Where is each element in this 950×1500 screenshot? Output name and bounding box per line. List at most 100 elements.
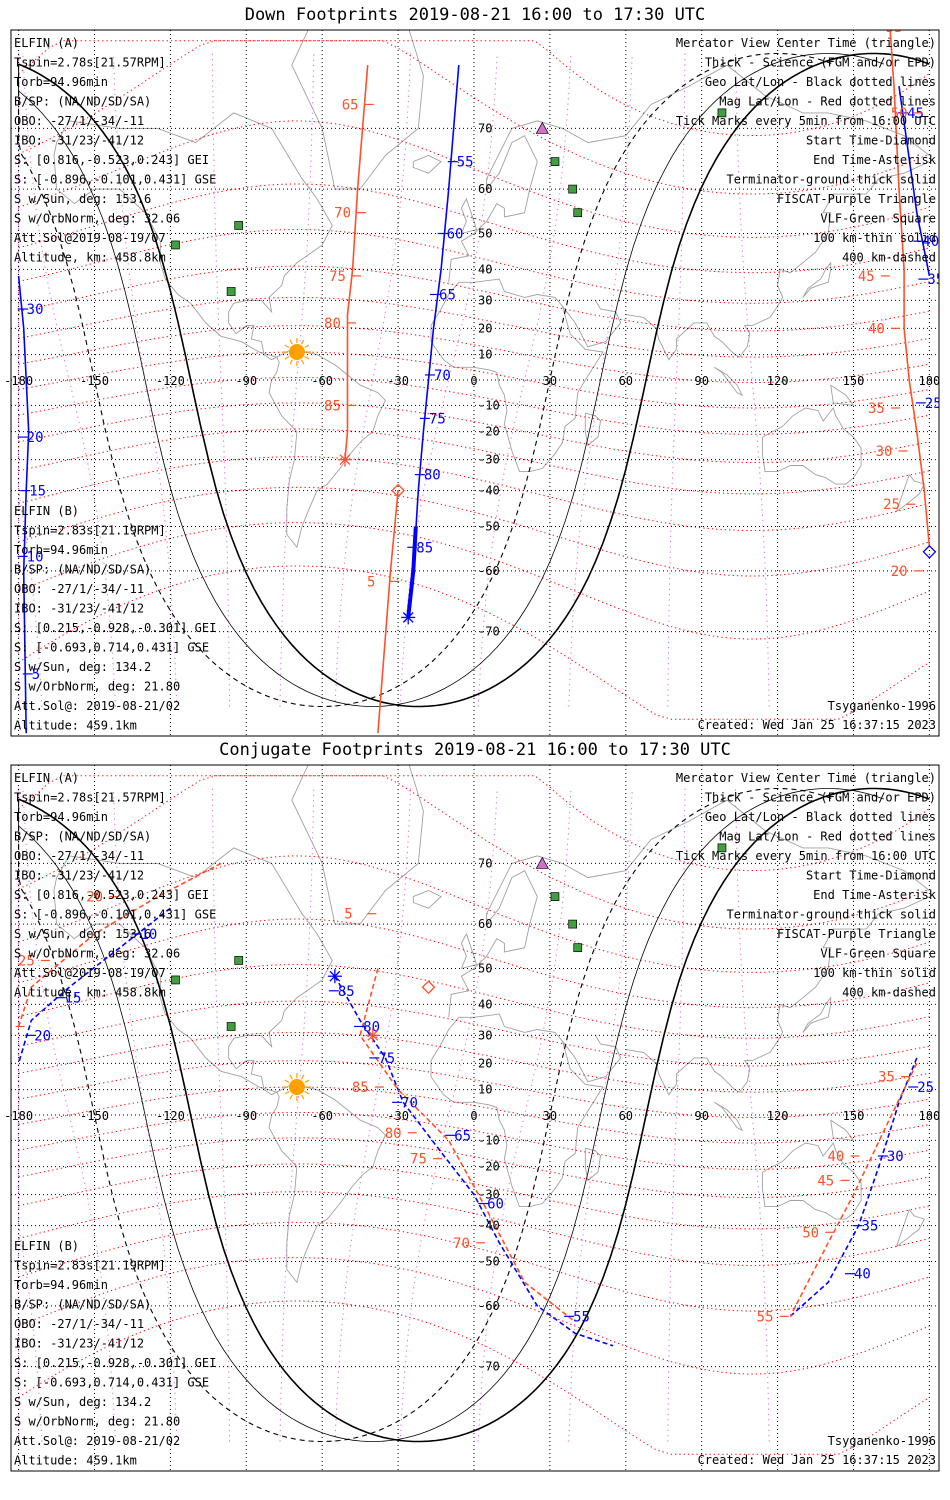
terminator-ground <box>18 52 930 708</box>
legend-line: 100 km-thin solid <box>813 966 936 980</box>
elfin-a-tick-label: 75 <box>378 1051 395 1067</box>
lat-tick-label: 50 <box>478 961 492 975</box>
terminator-400km <box>18 52 834 708</box>
elfin-b-tick-label: 5 <box>367 574 375 590</box>
elfin-a-tick-label: 80 <box>363 1019 380 1035</box>
elfin-b-tick-label: 65 <box>342 97 359 113</box>
footprint-track <box>17 275 30 734</box>
lat-tick-label: -60 <box>478 564 500 578</box>
coastline <box>562 300 622 348</box>
end-asterisk <box>365 1028 380 1043</box>
info-line: Altitude: 459.1km <box>14 1454 137 1468</box>
mag-lat-line <box>18 428 930 495</box>
elfin-b-tick-label: 50 <box>802 1225 819 1241</box>
info-line: Att.Sol@2019-08-19/07 <box>14 231 166 245</box>
info-line: S w/OrbNorm, deg: 21.80 <box>14 1415 180 1429</box>
info-line: OBO: -27/1/-34/-11 <box>14 849 144 863</box>
mag-lon-line <box>477 788 572 1442</box>
lon-tick-label: 30 <box>543 1109 557 1123</box>
lon-tick-label: -150 <box>80 1109 109 1123</box>
mag-lon-line <box>22 788 117 1442</box>
lat-tick-label: 70 <box>478 856 492 870</box>
legend-line: FISCAT-Purple Triangle <box>777 927 936 941</box>
elfin-b-tick-label: 50 <box>891 106 908 122</box>
down-geo-grid <box>11 30 939 736</box>
coastline <box>268 348 386 549</box>
created-timestamp: Created: Wed Jan 25 16:37:15 2023 <box>698 718 936 732</box>
legend-line: Terminator-ground-thick solid <box>726 908 936 922</box>
legend-line: Start Time-Diamond <box>806 869 936 883</box>
lon-tick-label: 60 <box>619 374 633 388</box>
vlf-square <box>573 208 583 218</box>
info-line: Att.Sol@: 2019-08-21/02 <box>14 1434 180 1448</box>
coastline <box>714 1101 744 1132</box>
footprint-track <box>359 968 576 1323</box>
lat-tick-label: -20 <box>478 425 500 439</box>
vlf-square <box>550 892 560 901</box>
info-line: Tspin=2.83s[21.19RPM] <box>14 1259 166 1273</box>
elfin-a-tick-label: 10 <box>27 549 44 565</box>
down-tick-labels: 4540353025201510555606570758085657075808… <box>17 30 944 683</box>
lat-tick-label: 60 <box>478 917 492 931</box>
vlf-square <box>234 956 244 965</box>
conj-geo-grid <box>11 765 939 1471</box>
coastline <box>448 799 930 1018</box>
sun-ray <box>300 359 305 365</box>
footprint-track <box>17 907 171 1064</box>
asterisk-stroke <box>329 970 341 982</box>
footprint-track <box>889 30 931 548</box>
info-line: Tspin=2.83s[21.19RPM] <box>14 524 166 538</box>
info-line: OBO: -27/1/-34/-11 <box>14 1317 144 1331</box>
elfin-b-tick-label: 55 <box>757 1309 774 1325</box>
lon-tick-label: -60 <box>311 374 333 388</box>
end-asterisk <box>401 610 416 625</box>
legend-line: VLF-Green Square <box>820 947 936 961</box>
info-line: B/SP: (NA/ND/SD/SA) <box>14 830 151 844</box>
legend-line: Tick Marks every 5min from 16:00 UTC <box>676 849 936 863</box>
info-line: S: [-0.896,-0.101,0.431] GSE <box>14 908 216 922</box>
science-segment <box>406 526 418 618</box>
asterisk-stroke <box>367 1029 379 1041</box>
elfin-a-tick-label: 60 <box>487 1197 504 1213</box>
mag-lat-line <box>18 120 930 238</box>
info-line: Att.Sol@2019-08-19/07 <box>14 966 166 980</box>
asterisk-stroke <box>339 454 351 466</box>
model-label: Tsyganenko-1996 <box>828 1434 936 1448</box>
mag-lat-line <box>18 351 930 409</box>
mag-lat-line <box>18 775 930 930</box>
coastline <box>460 932 478 969</box>
lon-tick-label: -60 <box>311 1109 333 1123</box>
elfin-a-tick-label: 45 <box>907 106 924 122</box>
elfin-a-tick-label: 70 <box>434 368 451 384</box>
lon-tick-label: 30 <box>543 374 557 388</box>
lon-tick-label: 120 <box>767 1109 789 1123</box>
info-line: S w/Sun, deg: 153.6 <box>14 927 151 941</box>
terminator-100km <box>18 53 885 707</box>
elfin-b-tick-label: 40 <box>828 1149 845 1165</box>
elfin-a-label: ELFIN (A) <box>14 771 79 785</box>
lon-tick-label: -30 <box>387 1109 409 1123</box>
lat-tick-label: 30 <box>478 1028 492 1042</box>
legend-line: 400 km-dashed <box>842 251 936 265</box>
sun-ray <box>284 1090 290 1095</box>
info-line: S: [-0.896,-0.101,0.431] GSE <box>14 173 216 187</box>
mag-lat-line <box>18 1257 930 1375</box>
sun-disc <box>288 1078 305 1095</box>
elfin-b-tick-label: 45 <box>817 1173 834 1189</box>
lat-tick-label: -60 <box>478 1299 500 1313</box>
coastline <box>584 412 601 447</box>
info-line: S: [-0.693,0.714,0.431] GSE <box>14 1376 209 1390</box>
mag-lat-line <box>18 1086 930 1144</box>
vlf-square <box>573 943 583 953</box>
sun-ray <box>289 1094 293 1100</box>
start-diamond <box>391 483 406 498</box>
legend-line: VLF-Green Square <box>820 212 936 226</box>
coastline <box>584 1147 601 1182</box>
elfin-a-tick-label: 65 <box>439 287 456 303</box>
info-line: Torb=94.96min <box>14 543 108 557</box>
conj-map-frame <box>10 764 940 1472</box>
footprint-track <box>377 490 399 734</box>
elfin-a-tick-label: 35 <box>927 272 944 288</box>
coastline <box>448 64 930 283</box>
elfin-b-tick-label: 85 <box>324 398 341 414</box>
